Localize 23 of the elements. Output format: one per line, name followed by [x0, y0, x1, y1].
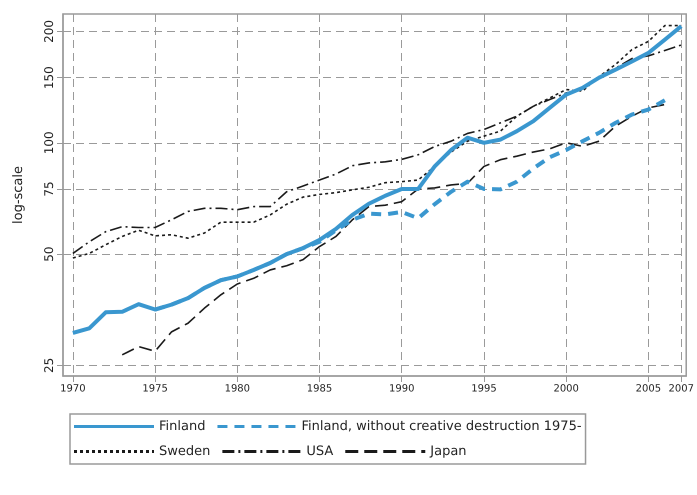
x-tick-label: 1990: [389, 384, 414, 394]
x-tick-label: 1975: [142, 384, 168, 394]
y-tick-label: 50: [42, 246, 56, 262]
y-tick-label: 75: [42, 181, 56, 197]
y-tick-label: 100: [42, 131, 56, 154]
legend-label: Finland: [159, 419, 206, 434]
legend-label: Finland, without creative destruction 1975-: [301, 419, 582, 434]
x-tick-label: 2007: [668, 384, 694, 394]
line-series: [121, 104, 666, 356]
legend-label: Japan: [429, 444, 467, 459]
legend-label: Sweden: [159, 444, 210, 459]
y-tick-label: 25: [42, 358, 56, 374]
y-axis-title: log-scale: [11, 166, 26, 224]
line-series: [70, 24, 684, 335]
y-tick-label: 150: [42, 66, 56, 90]
x-tick-label: 1970: [60, 384, 86, 394]
x-tick-label: 1995: [471, 384, 497, 394]
x-tick-label: 2000: [553, 384, 579, 394]
x-tick-label: 2005: [636, 384, 662, 394]
y-tick-label: 200: [42, 20, 56, 43]
legend-label: USA: [306, 444, 334, 459]
x-tick-label: 1980: [224, 384, 250, 394]
x-tick-label: 1985: [306, 384, 332, 394]
